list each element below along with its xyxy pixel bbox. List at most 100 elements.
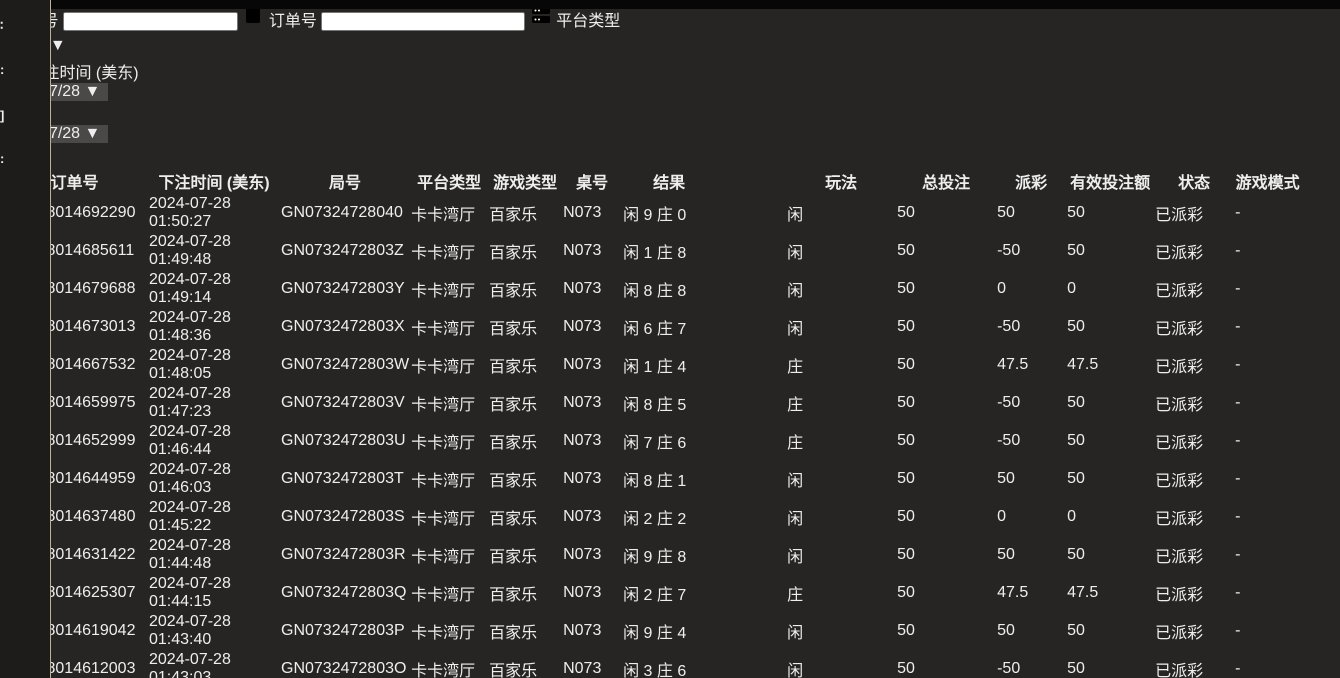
cell-play: 闲 — [787, 321, 804, 338]
cell-result: 闲 1 庄 8 — [623, 245, 687, 262]
cell-table-no: N073 — [563, 508, 602, 525]
cell-play: 庄 — [787, 359, 804, 376]
cell-play: 闲 — [787, 511, 804, 528]
column-header: 订单号 — [50, 175, 99, 192]
platform-type-label: 平台类型 — [556, 13, 621, 30]
cell-game-type: 百家乐 — [489, 663, 538, 678]
cell-platform: 卡卡湾厅 — [411, 473, 476, 490]
cell-platform: 卡卡湾厅 — [411, 549, 476, 566]
cell-bet-time: 2024-07-28 01:43:40 — [149, 613, 231, 648]
cell-round-no: GN0732472803T — [281, 470, 404, 487]
cell-total-bet: 50 — [897, 660, 915, 677]
cell-round-no: GN0732472803P — [281, 622, 405, 639]
cell-result: 闲 9 庄 4 — [623, 625, 687, 642]
cell-bet-time: 2024-07-28 01:44:15 — [149, 575, 231, 610]
cell-result: 闲 2 庄 2 — [623, 511, 687, 528]
cell-valid-bet: 50 — [1067, 318, 1085, 335]
table-header-row: 订单号 下注时间 (美东) 局号 平台类型 游戏类型 桌号 结果 玩法 总投注 派彩 有效投注额 状态… — [2, 169, 1300, 193]
cell-payout: 50 — [997, 622, 1015, 639]
cell-status: 已派彩 — [1155, 663, 1204, 678]
cell-platform: 卡卡湾厅 — [411, 397, 476, 414]
cell-table-no: N073 — [563, 394, 602, 411]
cell-status: 已派彩 — [1155, 549, 1204, 566]
cell-status: 已派彩 — [1155, 625, 1204, 642]
table-row: 240728014637480 2024-07-28 01:45:22 GN0732… — [2, 499, 1300, 535]
top-strip — [0, 0, 1340, 9]
cell-table-no: N073 — [563, 470, 602, 487]
chevron-down-icon: ▼ — [84, 125, 101, 142]
cell-total-bet: 50 — [897, 508, 915, 525]
column-header: 平台类型 — [417, 175, 482, 192]
cell-payout: 47.5 — [997, 356, 1029, 373]
sidebar-tab-label: : — [0, 62, 5, 77]
cell-mode: - — [1235, 546, 1241, 563]
chevron-down-icon: ▼ — [49, 37, 66, 54]
table-row: 240728014625307 2024-07-28 01:44:15 GN0732… — [2, 575, 1300, 611]
cell-game-type: 百家乐 — [489, 435, 538, 452]
cell-game-type: 百家乐 — [489, 207, 538, 224]
cell-game-type: 百家乐 — [489, 359, 538, 376]
sidebar-tab-label: ] — [0, 107, 5, 123]
cell-replay — [717, 195, 785, 231]
cell-play: 闲 — [787, 283, 804, 300]
column-header: 下注时间 (美东) — [158, 175, 270, 192]
order-no-input[interactable] — [321, 12, 526, 31]
cell-platform: 卡卡湾厅 — [411, 245, 476, 262]
cell-bet-time: 2024-07-28 01:46:44 — [149, 423, 231, 458]
cell-status: 已派彩 — [1155, 321, 1204, 338]
cell-game-type: 百家乐 — [489, 245, 538, 262]
cell-table-no: N073 — [563, 356, 602, 373]
cell-bet-time: 2024-07-28 01:50:27 — [149, 195, 231, 230]
cell-round-no: GN0732472803Q — [281, 584, 407, 601]
cell-bet-time: 2024-07-28 01:44:48 — [149, 537, 231, 572]
server-icon — [530, 7, 556, 30]
cell-result: 闲 8 庄 1 — [623, 473, 687, 490]
cell-total-bet: 50 — [897, 546, 915, 563]
cell-platform: 卡卡湾厅 — [411, 663, 476, 678]
column-header: 局号 — [329, 175, 362, 192]
column-header: 有效投注额 — [1070, 175, 1151, 192]
table-row: 240728014692290 2024-07-28 01:50:27 GN0732… — [2, 195, 1300, 231]
cell-bet-time: 2024-07-28 01:43:03 — [149, 651, 231, 678]
table-row: 240728014679688 2024-07-28 01:49:14 GN0732… — [2, 271, 1300, 307]
sidebar-tab-2[interactable]: : — [0, 55, 50, 84]
cell-mode: - — [1235, 242, 1241, 259]
cell-mode: - — [1235, 584, 1241, 601]
cell-replay — [717, 271, 785, 307]
cell-mode: - — [1235, 508, 1241, 525]
cell-status: 已派彩 — [1155, 397, 1204, 414]
cell-valid-bet: 50 — [1067, 242, 1085, 259]
cell-mode: - — [1235, 470, 1241, 487]
cell-bet-time: 2024-07-28 01:49:48 — [149, 233, 231, 268]
column-header: 玩法 — [825, 175, 858, 192]
sidebar-tab-4[interactable]: : — [0, 140, 50, 176]
cell-status: 已派彩 — [1155, 207, 1204, 224]
cell-bet-time: 2024-07-28 01:48:05 — [149, 347, 231, 382]
table-row: 240728014673013 2024-07-28 01:48:36 GN0732… — [2, 309, 1300, 345]
cell-payout: 0 — [997, 280, 1006, 297]
cell-platform: 卡卡湾厅 — [411, 359, 476, 376]
table-row: 240728014652999 2024-07-28 01:46:44 GN0732… — [2, 423, 1300, 459]
cell-payout: 47.5 — [997, 584, 1029, 601]
cell-result: 闲 7 庄 6 — [623, 435, 687, 452]
cell-replay — [717, 309, 785, 345]
cell-valid-bet: 50 — [1067, 204, 1085, 221]
cell-valid-bet: 47.5 — [1067, 356, 1099, 373]
sidebar-tab-active[interactable]: ∶ — [0, 7, 50, 45]
cell-mode: - — [1235, 394, 1241, 411]
cell-payout: -50 — [997, 394, 1021, 411]
cell-replay — [717, 651, 785, 678]
round-no-input[interactable] — [62, 12, 238, 31]
cell-status: 已派彩 — [1155, 435, 1204, 452]
cell-round-no: GN0732472803R — [281, 546, 406, 563]
cell-round-no: GN0732472803V — [281, 394, 405, 411]
cell-total-bet: 50 — [897, 356, 915, 373]
cell-platform: 卡卡湾厅 — [411, 435, 476, 452]
cell-round-no: GN0732472803O — [281, 660, 407, 677]
cell-result: 闲 8 庄 5 — [623, 397, 687, 414]
sidebar-tab-3[interactable]: ] — [0, 93, 50, 137]
chevron-down-icon: ▼ — [84, 83, 101, 100]
cell-replay — [717, 233, 785, 269]
cell-play: 庄 — [787, 587, 804, 604]
cell-play: 闲 — [787, 663, 804, 678]
